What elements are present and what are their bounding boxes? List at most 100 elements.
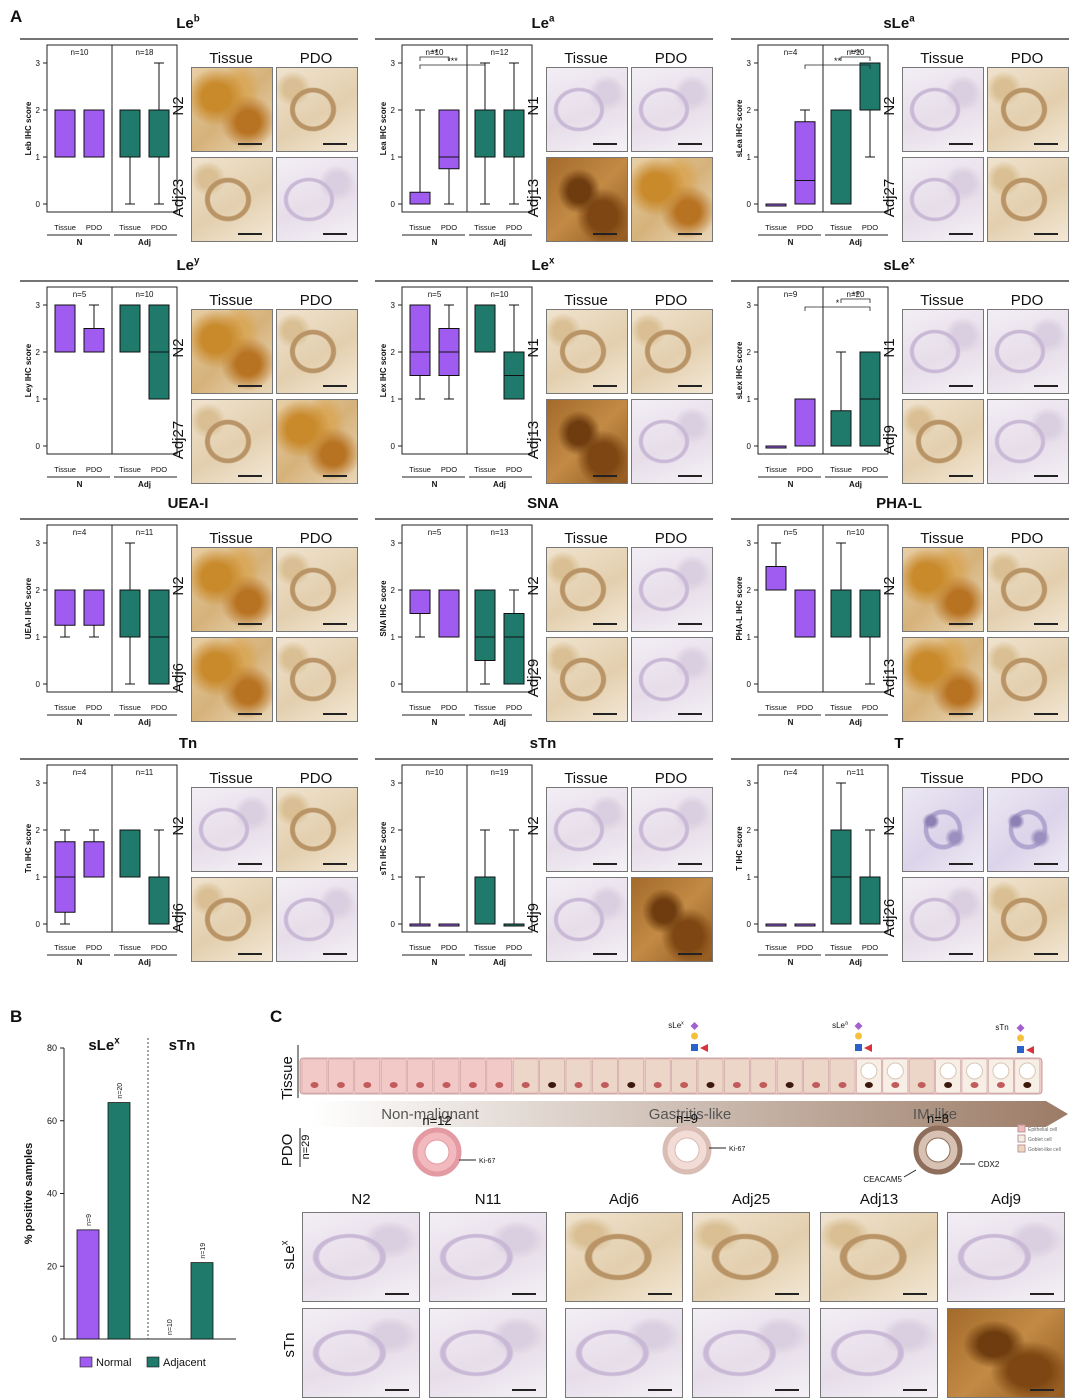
scale-bar bbox=[648, 1293, 672, 1295]
x-tick-label: PDO bbox=[86, 703, 102, 712]
row-label-pdo: PDO bbox=[279, 1134, 296, 1167]
micrograph-tissue-row2 bbox=[546, 399, 628, 484]
significance-stars: * bbox=[836, 298, 840, 308]
epithelial-cell bbox=[618, 1058, 645, 1094]
y-axis-label: T IHC score bbox=[735, 826, 744, 871]
legend-label-normal: Normal bbox=[96, 1357, 131, 1369]
y-tick-label: 60 bbox=[47, 1116, 57, 1126]
epithelial-cell bbox=[592, 1058, 618, 1094]
y-tick-label: 2 bbox=[391, 348, 396, 357]
micrograph-tissue-row2 bbox=[902, 399, 984, 484]
marker-title: Lex bbox=[532, 255, 556, 274]
micrograph-pdo-row2 bbox=[631, 157, 713, 242]
significance-stars: *** bbox=[850, 48, 861, 58]
tile-header-pdo: PDO bbox=[655, 292, 688, 309]
tile-header-tissue: Tissue bbox=[209, 770, 253, 787]
y-tick-label: 3 bbox=[36, 539, 41, 548]
n-label: n=19 bbox=[490, 768, 509, 777]
cell-nucleus bbox=[653, 1082, 662, 1088]
tile-header-pdo: PDO bbox=[300, 770, 333, 787]
tile-row-label: Adj6 bbox=[170, 663, 187, 693]
y-tick-label: 80 bbox=[47, 1043, 57, 1053]
scale-bar bbox=[949, 623, 973, 625]
row-label-stn: sTn bbox=[281, 1332, 298, 1357]
goblet-vacuole bbox=[992, 1062, 1010, 1080]
epithelial-cell bbox=[460, 1058, 486, 1094]
tile-header-tissue: Tissue bbox=[564, 50, 608, 67]
organoid-lumen bbox=[925, 1137, 951, 1163]
scale-bar bbox=[949, 475, 973, 477]
panel-letter-c: C bbox=[270, 1007, 282, 1026]
group-label-adj: Adj bbox=[493, 718, 506, 727]
tile-header-pdo: PDO bbox=[655, 50, 688, 67]
marker-panel-tn: Tn 0 1 2 3 Tn IHC score n=4 n=11 Tissue PDO Tissue… bbox=[20, 735, 358, 967]
scale-bar bbox=[593, 713, 617, 715]
scale-bar bbox=[593, 623, 617, 625]
cell-legend-label: Goblet cell bbox=[1028, 1137, 1052, 1143]
x-tick-label: Tissue bbox=[474, 223, 496, 232]
scale-bar bbox=[678, 863, 702, 865]
tile-header-tissue: Tissue bbox=[209, 530, 253, 547]
box bbox=[409, 191, 431, 205]
x-tick-label: Tissue bbox=[474, 465, 496, 474]
x-tick-label: Tissue bbox=[409, 223, 431, 232]
y-axis-label: Leb IHC score bbox=[24, 101, 33, 155]
cell-nucleus bbox=[838, 1082, 847, 1088]
bar-n-label: n=9 bbox=[86, 1214, 93, 1226]
box bbox=[474, 304, 496, 353]
y-axis-label: Tn IHC score bbox=[24, 823, 33, 873]
tile-row-label: Adj6 bbox=[170, 903, 187, 933]
group-label-adj: Adj bbox=[849, 238, 862, 247]
glycan-label: sTn bbox=[995, 1023, 1008, 1032]
group-label-n: N bbox=[788, 958, 794, 967]
glycan-gal bbox=[855, 1032, 862, 1040]
x-tick-label: PDO bbox=[86, 465, 102, 474]
micrograph-c-r2c5 bbox=[820, 1308, 938, 1398]
micrograph-pdo-row1 bbox=[987, 787, 1069, 872]
marker-panel-t: T 0 1 2 3 T IHC score n=4 n=11 Tissue PDO Tissue PD… bbox=[731, 735, 1069, 967]
group-title-stn: sTn bbox=[169, 1037, 196, 1054]
marker-panel-slex: sLex 0 1 2 3 sLex IHC score n=9 n=20 Tissue PDO Ti… bbox=[731, 255, 1069, 489]
n-label: n=10 bbox=[846, 528, 865, 537]
column-label: Adj9 bbox=[991, 1191, 1021, 1208]
column-label: N2 bbox=[351, 1191, 370, 1208]
group-label-n: N bbox=[432, 480, 438, 489]
tile-row-label: N2 bbox=[170, 338, 187, 357]
x-tick-label: PDO bbox=[862, 223, 878, 232]
y-tick-label: 2 bbox=[36, 586, 41, 595]
n-label: n=18 bbox=[135, 48, 154, 57]
scale-bar bbox=[949, 143, 973, 145]
tile-header-tissue: Tissue bbox=[564, 770, 608, 787]
tile-header-pdo: PDO bbox=[1011, 50, 1044, 67]
tile-header-pdo: PDO bbox=[1011, 530, 1044, 547]
bar-normal bbox=[76, 1229, 100, 1340]
marker-title: sTn bbox=[530, 735, 557, 752]
y-tick-label: 2 bbox=[747, 586, 752, 595]
marker-panel-phal: PHA-L 0 1 2 3 PHA-L IHC score n=5 n=10 Tissue PDO… bbox=[731, 495, 1069, 727]
group-label-n: N bbox=[77, 238, 83, 247]
micrograph-pdo-row1 bbox=[276, 787, 358, 872]
cell-nucleus bbox=[521, 1082, 530, 1088]
x-tick-label: PDO bbox=[862, 465, 878, 474]
micrograph-pdo-row2 bbox=[276, 399, 358, 484]
micrograph-tissue-row2 bbox=[546, 157, 628, 242]
scale-bar bbox=[238, 475, 262, 477]
y-axis-label: sTn IHC score bbox=[379, 821, 388, 875]
row-label-slex: sLex bbox=[279, 1240, 298, 1269]
epithelial-cell bbox=[697, 1058, 724, 1094]
scale-bar bbox=[238, 143, 262, 145]
goblet-vacuole bbox=[939, 1062, 957, 1080]
legend-swatch-normal bbox=[79, 1356, 93, 1368]
box bbox=[794, 398, 816, 447]
x-tick-label: PDO bbox=[86, 943, 102, 952]
tile-header-tissue: Tissue bbox=[209, 292, 253, 309]
legend-label-adjacent: Adjacent bbox=[163, 1357, 206, 1369]
micrograph-tissue-row1 bbox=[191, 787, 273, 872]
scale-bar bbox=[1034, 713, 1058, 715]
box bbox=[83, 109, 105, 158]
scale-bar bbox=[323, 385, 347, 387]
scale-bar bbox=[1034, 385, 1058, 387]
y-tick-label: 2 bbox=[747, 348, 752, 357]
cell-nucleus bbox=[600, 1082, 609, 1088]
group-label-adj: Adj bbox=[138, 238, 151, 247]
